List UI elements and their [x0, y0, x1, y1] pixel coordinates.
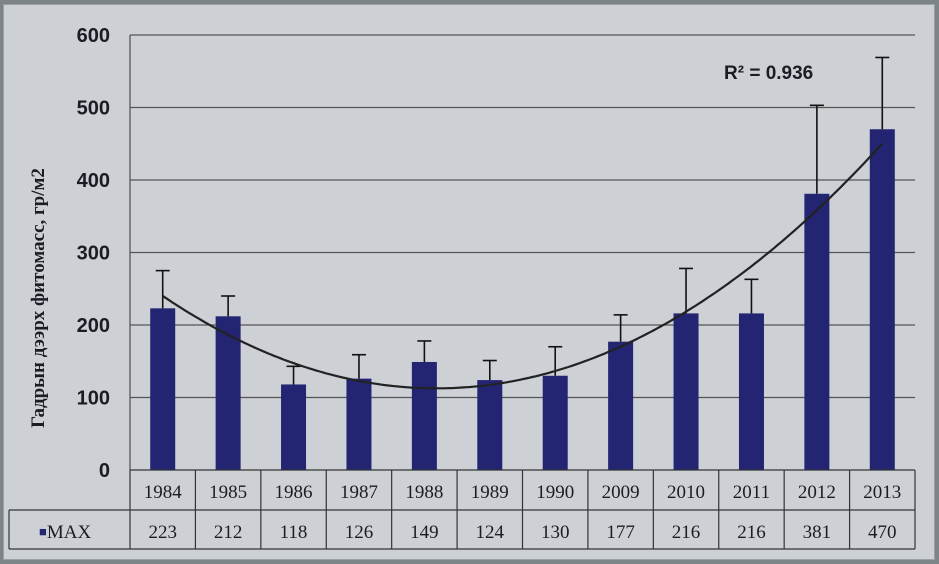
y-tick-label: 0 [99, 460, 110, 482]
bar [215, 316, 241, 470]
data-table-value: 223 [148, 522, 177, 543]
data-table-value: 470 [868, 522, 897, 543]
x-category-label: 2010 [667, 482, 705, 503]
y-tick-label: 100 [77, 388, 110, 410]
x-category-label: 1986 [275, 482, 313, 503]
data-table: 1984 223 1985 212 1986 118 1987 126 1988 149 1989 1… [8, 469, 916, 550]
data-table-value: 381 [803, 522, 832, 543]
legend-series-label: ■MAX [39, 522, 91, 543]
bar [281, 384, 307, 470]
bar [608, 341, 634, 470]
y-tick-label: 500 [77, 98, 110, 120]
bar [150, 308, 176, 470]
y-tick-label: 200 [77, 315, 110, 337]
bar [411, 361, 437, 470]
bar [804, 193, 830, 470]
x-category-label: 1988 [405, 482, 443, 503]
x-category-label: 2009 [602, 482, 640, 503]
r2-annotation: R² = 0.936 [724, 63, 813, 84]
bar [738, 313, 764, 470]
x-category-label: 1989 [471, 482, 509, 503]
data-table-value: 177 [606, 522, 635, 543]
y-tick-labels: 0 100 200 300 400 500 600 [77, 25, 110, 482]
x-category-label: 1984 [144, 482, 183, 503]
bar [673, 313, 699, 470]
x-category-label: 2013 [863, 482, 901, 503]
y-tick-label: 300 [77, 243, 110, 265]
bars-layer [150, 129, 895, 470]
data-table-value: 149 [410, 522, 439, 543]
y-axis-title: Гадрын дээрх фитомасс, гр/м2 [28, 168, 49, 428]
grid-layer [129, 34, 915, 470]
data-table-value: 126 [345, 522, 374, 543]
data-table-value: 118 [280, 522, 308, 543]
bar [869, 129, 895, 470]
x-category-label: 2011 [733, 482, 770, 503]
x-category-label: 1990 [536, 482, 574, 503]
data-table-value: 212 [214, 522, 243, 543]
x-category-label: 1985 [209, 482, 247, 503]
trend-line [162, 142, 884, 390]
error-bars-layer [155, 56, 890, 385]
data-table-value: 216 [672, 522, 701, 543]
x-category-label: 1987 [340, 482, 378, 503]
bar [477, 380, 503, 470]
data-table-value: 216 [737, 522, 766, 543]
y-tick-label: 400 [77, 170, 110, 192]
bar [542, 375, 568, 470]
bar [346, 378, 372, 470]
data-table-value: 130 [541, 522, 570, 543]
data-table-value: 124 [476, 522, 505, 543]
x-category-label: 2012 [798, 482, 836, 503]
y-tick-label: 600 [77, 25, 110, 47]
